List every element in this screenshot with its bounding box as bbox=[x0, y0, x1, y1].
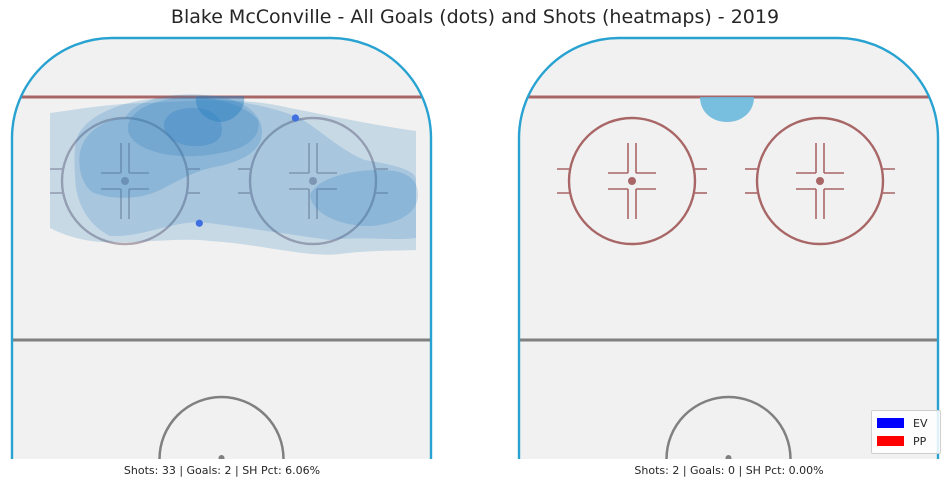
heat-contour-level-4 bbox=[310, 170, 418, 226]
legend: EV PP bbox=[871, 410, 941, 454]
legend-label-pp: PP bbox=[913, 434, 927, 448]
faceoff-dot bbox=[628, 177, 636, 185]
center-faceoff-dot bbox=[725, 455, 732, 459]
faceoff-circle-left bbox=[557, 116, 707, 246]
rink-panel-right bbox=[517, 36, 940, 459]
rink-panel-left bbox=[10, 36, 433, 459]
legend-item-pp: PP bbox=[877, 434, 926, 448]
chart-title: Blake McConville - All Goals (dots) and … bbox=[170, 6, 780, 28]
faceoff-dot bbox=[121, 177, 129, 185]
legend-label-ev: EV bbox=[913, 416, 928, 430]
faceoff-circle-left bbox=[50, 116, 200, 246]
faceoff-ring bbox=[755, 116, 885, 246]
caption-right: Shots: 2 | Goals: 0 | SH Pct: 0.00% bbox=[634, 464, 824, 477]
heat-contour-level-2 bbox=[74, 97, 416, 240]
heat-contour-level-1 bbox=[50, 100, 416, 255]
faceoff-dot bbox=[309, 177, 317, 185]
shot-heatmap bbox=[700, 97, 754, 122]
heat-contour-level-5 bbox=[127, 97, 259, 157]
faceoff-circle-right bbox=[238, 116, 388, 246]
legend-item-ev: EV bbox=[877, 416, 927, 430]
heat-contour-level-3 bbox=[79, 94, 262, 198]
legend-swatch-pp bbox=[877, 436, 904, 446]
ice-surface bbox=[12, 38, 431, 459]
heat-contour-level-1 bbox=[700, 97, 754, 122]
faceoff-circle-right bbox=[745, 116, 895, 246]
goal-dot-2 bbox=[195, 219, 203, 227]
ice-surface bbox=[519, 38, 938, 459]
rink-boards bbox=[517, 36, 940, 459]
goal-dot-1 bbox=[291, 114, 300, 122]
center-ice-circle bbox=[665, 395, 792, 459]
shot-heatmap bbox=[50, 94, 418, 255]
faceoff-ring bbox=[567, 116, 697, 246]
legend-swatch-ev bbox=[877, 418, 904, 428]
heat-contour-level-6 bbox=[163, 107, 222, 147]
heat-contour-level-7 bbox=[195, 96, 245, 122]
caption-left: Shots: 33 | Goals: 2 | SH Pct: 6.06% bbox=[123, 464, 321, 477]
center-ice-circle bbox=[158, 395, 285, 459]
faceoff-dot bbox=[816, 177, 824, 185]
center-faceoff-dot bbox=[218, 455, 225, 459]
faceoff-ring bbox=[248, 116, 378, 246]
faceoff-ring bbox=[60, 116, 190, 246]
rink-boards bbox=[10, 36, 433, 459]
goal-dots bbox=[195, 114, 300, 227]
